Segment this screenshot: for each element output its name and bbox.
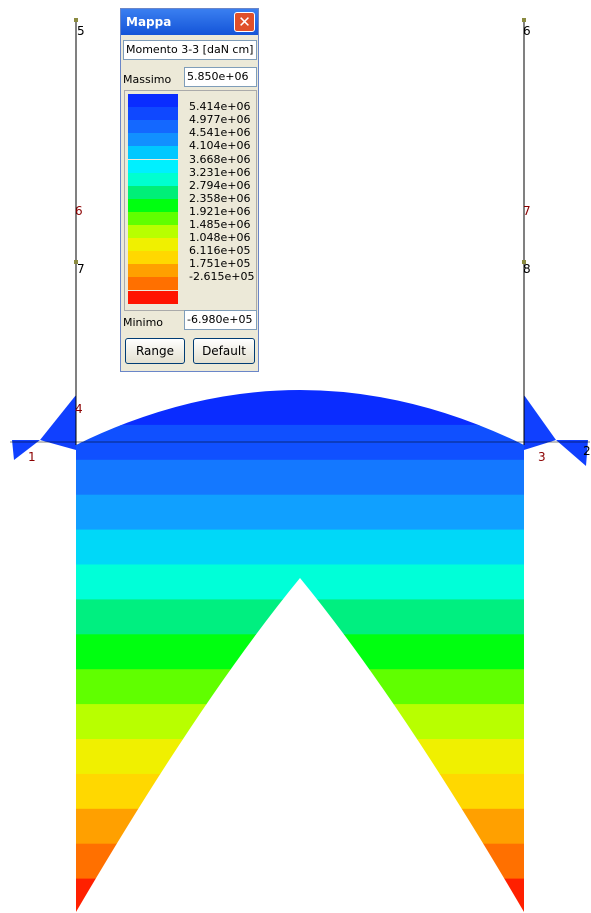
scale-label: 2.794e+06 [189, 178, 251, 192]
color-swatch [128, 172, 178, 186]
moment-band [76, 878, 524, 912]
moment-band [76, 459, 524, 496]
moment-band [76, 808, 524, 845]
color-swatch [128, 94, 178, 108]
node-label: 2 [583, 444, 591, 458]
moment-band [76, 843, 524, 880]
scale-label: 2.358e+06 [189, 191, 251, 205]
node-marker [74, 260, 78, 264]
color-swatch [128, 159, 178, 173]
color-swatch [128, 290, 178, 304]
scale-label: -2.615e+05 [189, 270, 255, 284]
color-swatch [128, 264, 178, 278]
node-label: 7 [77, 262, 85, 276]
node-marker [74, 18, 78, 22]
color-swatch [128, 133, 178, 147]
scale-label: 1.485e+06 [189, 218, 251, 231]
moment-band [76, 773, 524, 810]
node-marker [522, 18, 526, 22]
scale-label: 4.977e+06 [189, 113, 251, 127]
min-input[interactable]: -6.980e+05 [184, 310, 257, 330]
node-label: 5 [77, 24, 85, 38]
moment-band [76, 494, 524, 531]
moment-lobe [524, 395, 556, 450]
moment-band [76, 599, 524, 635]
scale-label: 3.231e+06 [189, 165, 251, 179]
node-label: 8 [523, 262, 531, 276]
node-label: 7 [523, 204, 531, 218]
node-label: 6 [75, 204, 83, 218]
color-swatch [128, 198, 178, 212]
moment-band [76, 704, 524, 740]
moment-lobe [40, 395, 76, 450]
color-swatch [128, 120, 178, 134]
scale-label: 1.048e+06 [189, 231, 251, 245]
title-bar: Mappa ✕ [121, 9, 258, 35]
node-label: 3 [538, 450, 546, 464]
legend-window: Mappa ✕ Momento 3-3 [daN cm] Massimo 5.8… [120, 8, 259, 372]
color-scale: 5.414e+06 4.977e+06 4.541e+06 4.104e+06 3.66… [124, 90, 257, 311]
color-swatch [128, 146, 178, 160]
window-title: Mappa [126, 15, 172, 29]
max-label: Massimo [123, 73, 172, 86]
close-button[interactable]: ✕ [234, 12, 255, 32]
moment-band [76, 424, 524, 461]
color-swatch [128, 251, 178, 265]
node-marker [522, 260, 526, 264]
moment-band [76, 529, 524, 566]
scale-label: 5.414e+06 [189, 100, 251, 114]
min-label: Minimo [123, 316, 164, 329]
scale-label: 4.541e+06 [189, 126, 251, 140]
scale-label: 6.116e+05 [189, 244, 251, 258]
max-input[interactable]: 5.850e+06 [184, 67, 257, 87]
moment-band [76, 390, 524, 426]
moment-band [76, 739, 524, 775]
quantity-select[interactable]: Momento 3-3 [daN cm] [123, 40, 257, 60]
color-swatch [128, 277, 178, 291]
moment-lobe [556, 440, 588, 466]
default-button[interactable]: Default [193, 338, 255, 364]
scale-label: 4.104e+06 [189, 139, 251, 153]
node-label: 1 [28, 450, 36, 464]
moment-diagram [76, 390, 524, 912]
range-button[interactable]: Range [125, 338, 185, 364]
color-swatch [128, 225, 178, 239]
color-swatch [128, 211, 178, 225]
moment-band [76, 634, 524, 670]
moment-band [76, 669, 524, 705]
color-swatch [128, 107, 178, 121]
node-label: 4 [75, 402, 83, 416]
scale-label: 1.921e+06 [189, 204, 251, 218]
moment-band [76, 564, 524, 600]
scale-label: 1.751e+05 [189, 257, 251, 271]
node-label: 6 [523, 24, 531, 38]
scale-label: 3.668e+06 [189, 152, 251, 166]
moment-lobe [12, 440, 40, 460]
color-swatch [128, 185, 178, 199]
color-swatch [128, 238, 178, 252]
